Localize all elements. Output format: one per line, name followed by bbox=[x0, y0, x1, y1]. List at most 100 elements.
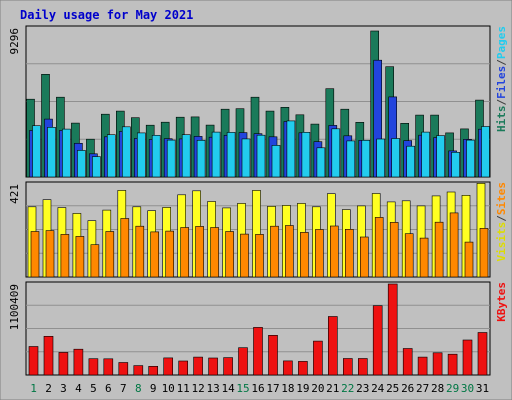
legend-separator: / bbox=[495, 99, 508, 106]
kbytes-bar-day-15 bbox=[238, 347, 248, 376]
sites-bar-day-19 bbox=[300, 232, 309, 278]
legend-hits: Hits bbox=[495, 106, 508, 133]
pages-bar-day-19 bbox=[301, 132, 311, 178]
side-legend: KBytes bbox=[495, 282, 508, 322]
x-axis-day-labels: 1 2 3 4 5 6 7 8 9 10 11 12 13 14 15 16 17 18 19 20 21 22 23 24 2… bbox=[30, 382, 489, 395]
chart-panels: 9296Hits/Files/Pages421Visits/Sites11004… bbox=[8, 25, 508, 376]
legend-pages: Pages bbox=[495, 26, 508, 59]
kbytes-bar-day-11 bbox=[178, 360, 188, 376]
kbytes-bar-day-10 bbox=[163, 357, 173, 376]
x-tick-label: 2 bbox=[45, 382, 52, 395]
x-tick-label: 17 bbox=[266, 382, 279, 395]
x-tick-label: 18 bbox=[281, 382, 294, 395]
x-tick-label: 21 bbox=[326, 382, 339, 395]
pages-bar-day-13 bbox=[211, 131, 221, 178]
chart-title: Daily usage for May 2021 bbox=[20, 8, 193, 22]
pages-bar-day-4 bbox=[77, 150, 86, 178]
x-tick-label: 29 bbox=[446, 382, 459, 395]
x-tick-label: 19 bbox=[296, 382, 309, 395]
sites-bar-day-16 bbox=[255, 234, 264, 278]
kbytes-bar-day-24 bbox=[372, 305, 383, 376]
sites-bar-day-9 bbox=[150, 231, 159, 278]
pages-bar-day-20 bbox=[316, 147, 326, 178]
kbytes-bar-day-8 bbox=[133, 365, 144, 376]
sites-bar-day-30 bbox=[464, 241, 474, 278]
x-tick-label: 11 bbox=[177, 382, 190, 395]
pages-bar-day-18 bbox=[286, 120, 296, 178]
kbytes-bar-day-25 bbox=[387, 283, 398, 376]
pages-bar-day-5 bbox=[92, 156, 101, 178]
kbytes-bar-day-30 bbox=[462, 339, 473, 376]
x-tick-label: 26 bbox=[401, 382, 414, 395]
pages-bar-day-7 bbox=[122, 126, 131, 178]
legend-files: Files bbox=[495, 66, 508, 99]
pages-bar-day-21 bbox=[331, 128, 341, 178]
side-legend: Hits/Files/Pages bbox=[495, 26, 508, 132]
pages-bar-day-29 bbox=[451, 152, 460, 178]
sites-bar-day-15 bbox=[240, 233, 249, 278]
x-tick-label: 13 bbox=[206, 382, 219, 395]
sites-bar-day-14 bbox=[225, 231, 234, 278]
kbytes-bar-day-12 bbox=[193, 356, 203, 376]
y-max-label: 9296 bbox=[8, 28, 21, 55]
sites-bar-day-28 bbox=[434, 221, 444, 278]
kbytes-bar-day-6 bbox=[103, 358, 114, 376]
pages-bar-day-1 bbox=[32, 125, 41, 178]
sites-bar-day-29 bbox=[449, 212, 459, 278]
x-tick-label: 9 bbox=[150, 382, 157, 395]
sites-bar-day-13 bbox=[210, 227, 219, 278]
series-kbytes bbox=[28, 283, 488, 376]
kbytes-bar-day-22 bbox=[342, 358, 353, 376]
kbytes-bar-day-23 bbox=[357, 358, 368, 376]
legend-separator: / bbox=[495, 59, 508, 66]
pages-bar-day-17 bbox=[271, 145, 281, 178]
legend-sites: Sites bbox=[495, 182, 508, 215]
sites-bar-day-11 bbox=[180, 227, 189, 278]
sites-bar-day-5 bbox=[90, 244, 100, 278]
sites-bar-day-8 bbox=[135, 225, 145, 278]
sites-bar-day-10 bbox=[165, 230, 174, 278]
pages-bar-day-26 bbox=[406, 145, 416, 178]
sites-bar-day-3 bbox=[60, 234, 70, 278]
pages-bar-day-30 bbox=[466, 139, 475, 178]
sites-bar-day-22 bbox=[344, 229, 354, 278]
kbytes-bar-day-29 bbox=[447, 353, 458, 376]
x-tick-label: 16 bbox=[251, 382, 264, 395]
pages-bar-day-27 bbox=[421, 131, 430, 178]
pages-bar-day-25 bbox=[391, 138, 401, 178]
kbytes-bar-day-1 bbox=[28, 346, 39, 376]
pages-bar-day-28 bbox=[436, 135, 445, 178]
side-legend: Visits/Sites bbox=[495, 182, 508, 262]
legend-separator: / bbox=[495, 215, 508, 222]
sites-bar-day-25 bbox=[389, 222, 399, 278]
panel-kbytes: 1100409 KBytes bbox=[8, 281, 508, 376]
x-tick-label: 22 bbox=[341, 382, 354, 395]
pages-bar-day-11 bbox=[181, 134, 191, 178]
pages-bar-day-31 bbox=[481, 126, 490, 178]
kbytes-bar-day-31 bbox=[477, 332, 488, 376]
kbytes-bar-day-4 bbox=[73, 348, 84, 376]
x-tick-label: 8 bbox=[135, 382, 142, 395]
x-tick-label: 31 bbox=[476, 382, 489, 395]
pages-bar-day-10 bbox=[166, 139, 176, 178]
panel-visits-sites: 421 Visits/Sites bbox=[8, 181, 508, 278]
sites-bar-day-26 bbox=[404, 233, 414, 278]
kbytes-bar-day-19 bbox=[298, 361, 308, 376]
pages-bar-day-3 bbox=[62, 128, 71, 178]
sites-bar-day-20 bbox=[315, 229, 324, 278]
sites-bar-day-31 bbox=[479, 228, 489, 278]
legend-kbytes: KBytes bbox=[495, 282, 508, 322]
kbytes-bar-day-13 bbox=[208, 357, 218, 376]
kbytes-bar-day-17 bbox=[268, 334, 278, 376]
kbytes-bar-day-7 bbox=[118, 362, 129, 376]
x-tick-label: 7 bbox=[120, 382, 127, 395]
pages-bar-day-6 bbox=[107, 134, 116, 178]
sites-bar-day-27 bbox=[419, 237, 429, 278]
x-tick-label: 25 bbox=[386, 382, 399, 395]
x-tick-label: 3 bbox=[60, 382, 67, 395]
pages-bar-day-14 bbox=[226, 132, 236, 178]
sites-bar-day-12 bbox=[195, 226, 204, 278]
kbytes-bar-day-9 bbox=[148, 365, 158, 376]
pages-bar-day-16 bbox=[256, 134, 266, 178]
